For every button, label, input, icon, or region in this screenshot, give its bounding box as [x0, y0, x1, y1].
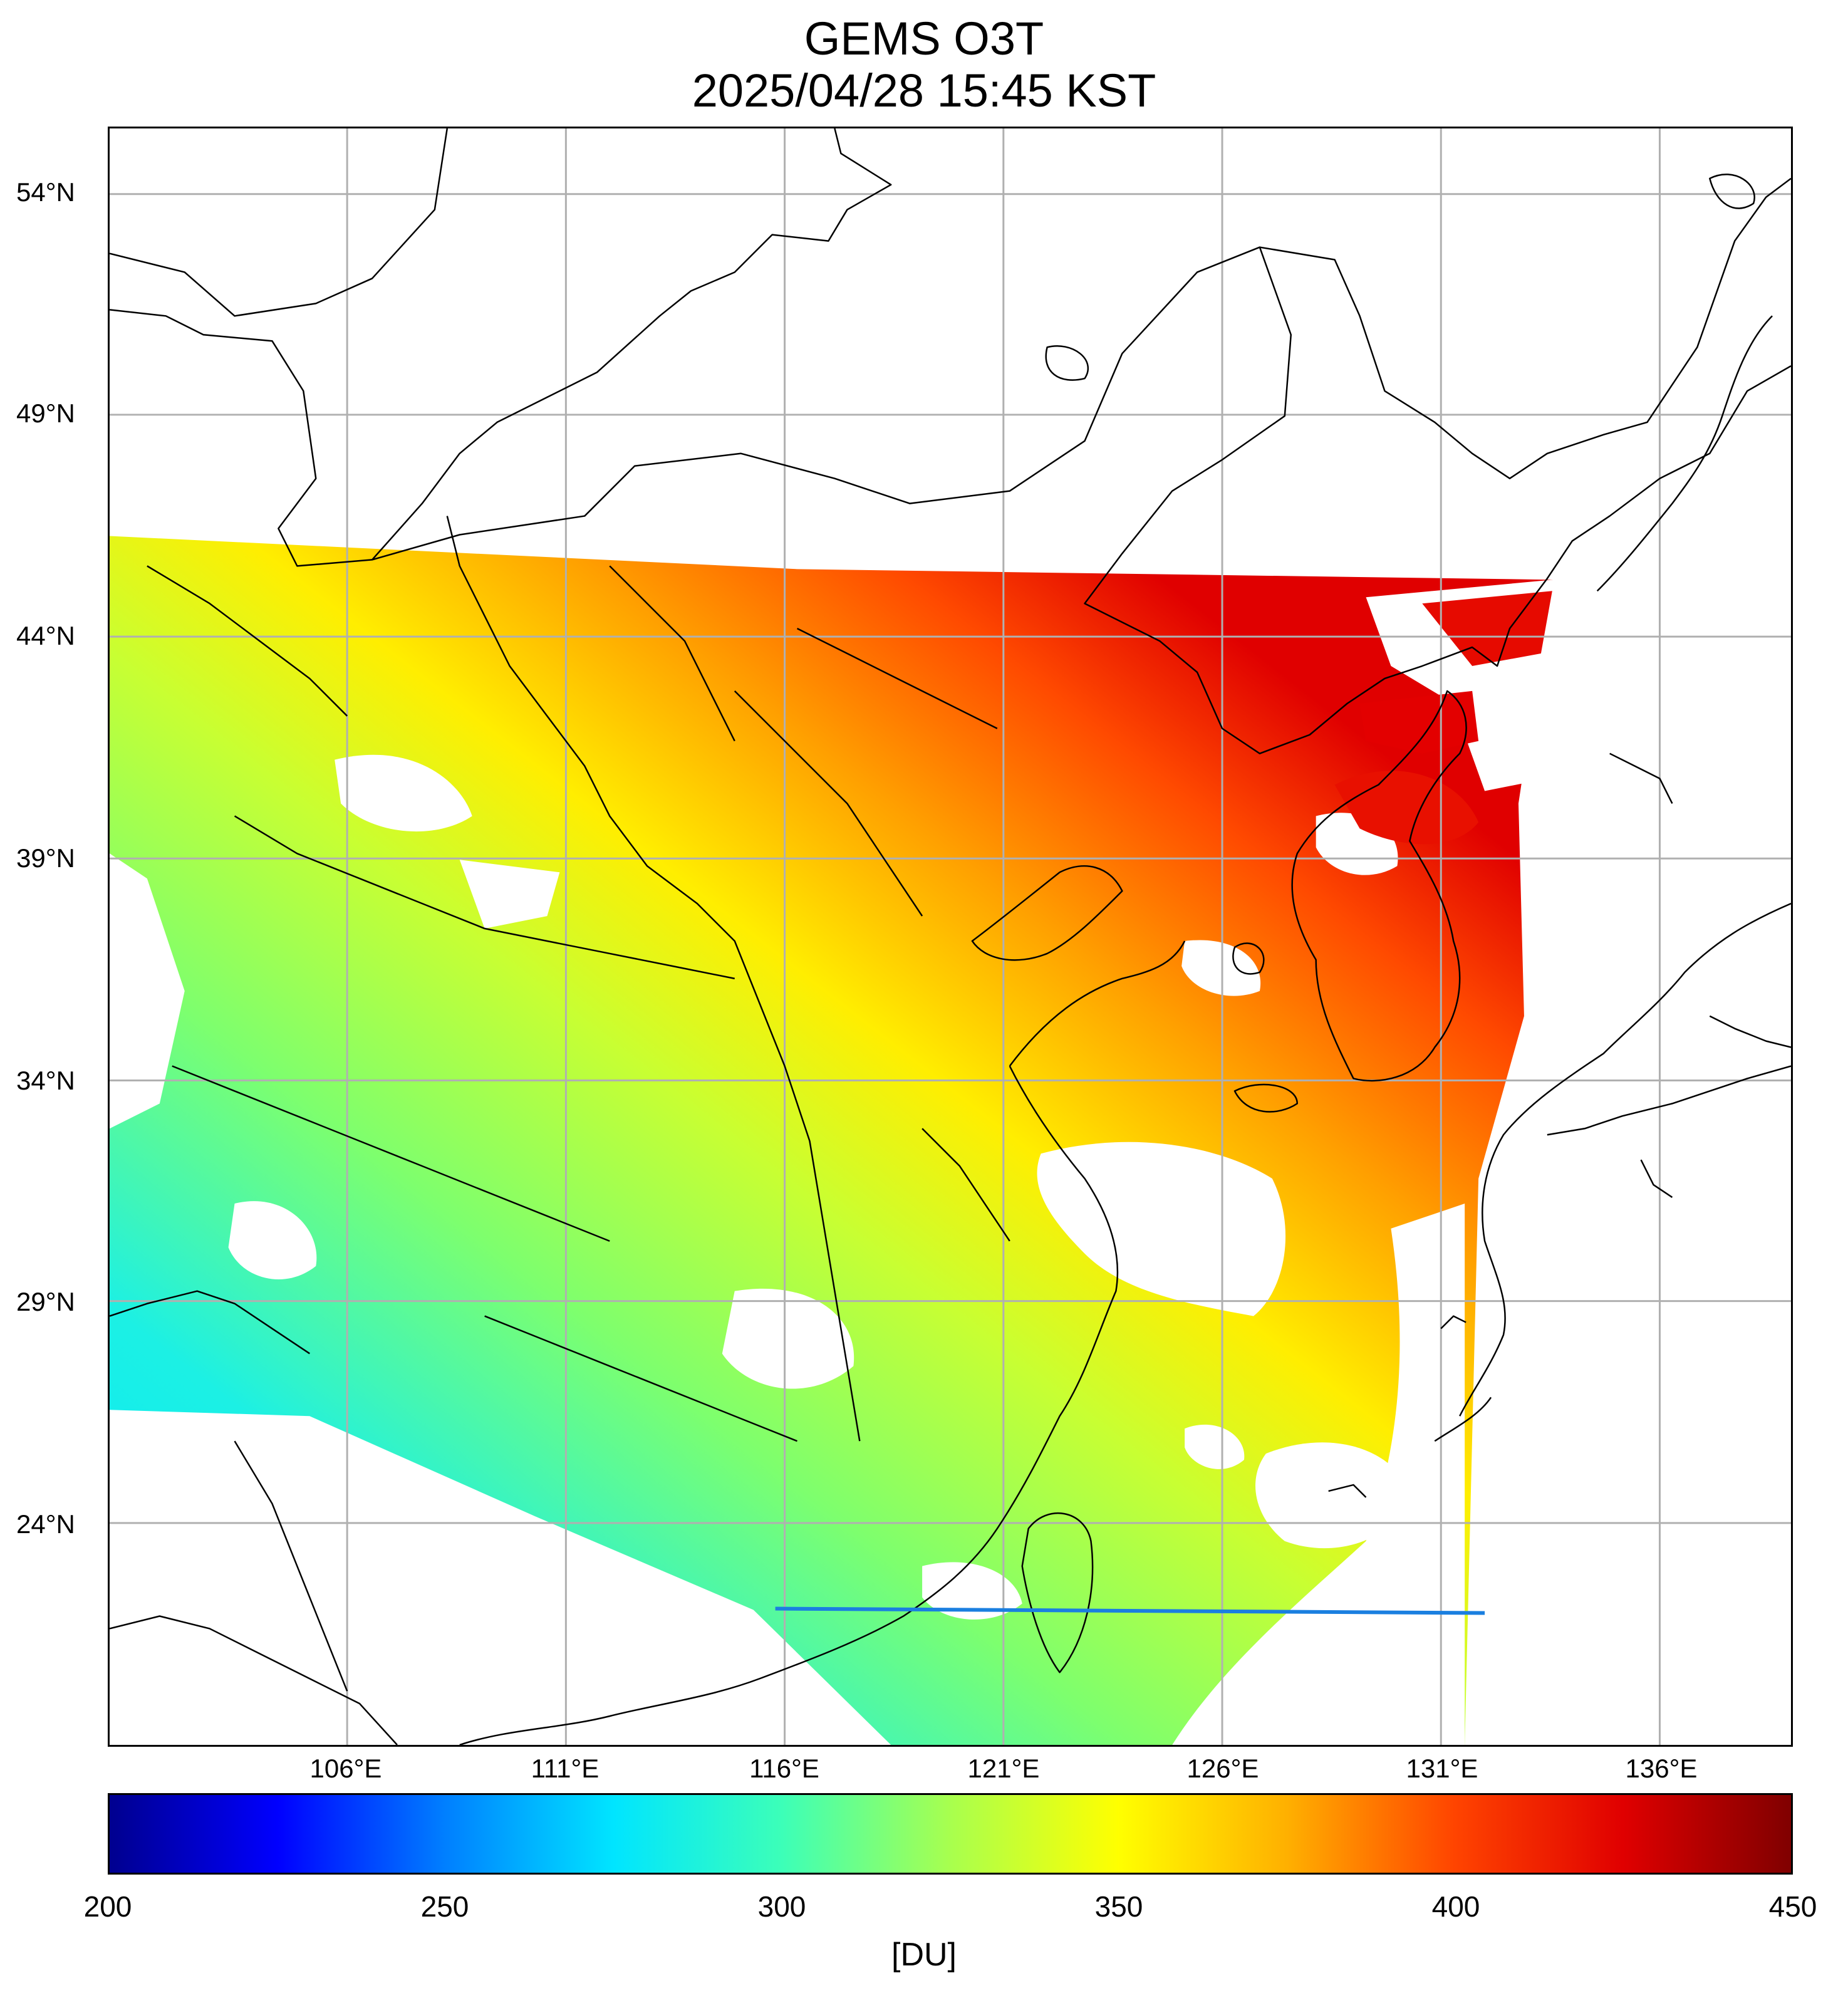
colorbar-tick-label: 300 [757, 1890, 806, 1923]
lon-label: 116°E [749, 1754, 819, 1783]
cloud-gaps [110, 580, 1552, 1745]
lat-label: 24°N [16, 1509, 75, 1539]
ozone-swath [110, 536, 1552, 1745]
orbit-seam [775, 1606, 1485, 1615]
colorbar-tick-label: 450 [1768, 1890, 1817, 1923]
colorbar [108, 1793, 1793, 1875]
gridlines [110, 128, 1791, 1745]
lat-label: 49°N [16, 398, 75, 428]
lon-label: 136°E [1625, 1754, 1698, 1783]
colorbar-tick-label: 200 [83, 1890, 132, 1923]
map-title: GEMS O3T [804, 13, 1044, 65]
high-ozone-patches [1334, 591, 1552, 845]
lat-label: 54°N [16, 177, 75, 207]
colorbar-gradient [110, 1795, 1791, 1873]
lon-label: 106°E [309, 1754, 382, 1783]
map-panel [108, 127, 1793, 1747]
colorbar-unit-label: [DU] [891, 1937, 957, 1973]
lat-label: 34°N [16, 1066, 75, 1095]
lat-label: 29°N [16, 1287, 75, 1316]
lon-label: 121°E [967, 1754, 1040, 1783]
map-subtitle-datetime: 2025/04/28 15:45 KST [692, 65, 1156, 117]
lon-label: 126°E [1186, 1754, 1259, 1783]
colorbar-tick-label: 400 [1431, 1890, 1480, 1923]
lat-label: 44°N [16, 621, 75, 650]
ozone-map [110, 128, 1791, 1745]
colorbar-tick-label: 350 [1094, 1890, 1143, 1923]
colorbar-tick-label: 250 [420, 1890, 469, 1923]
lat-label: 39°N [16, 843, 75, 873]
lon-label: 111°E [531, 1754, 600, 1783]
coastlines-borders [110, 128, 1791, 1745]
lon-label: 131°E [1406, 1754, 1478, 1783]
